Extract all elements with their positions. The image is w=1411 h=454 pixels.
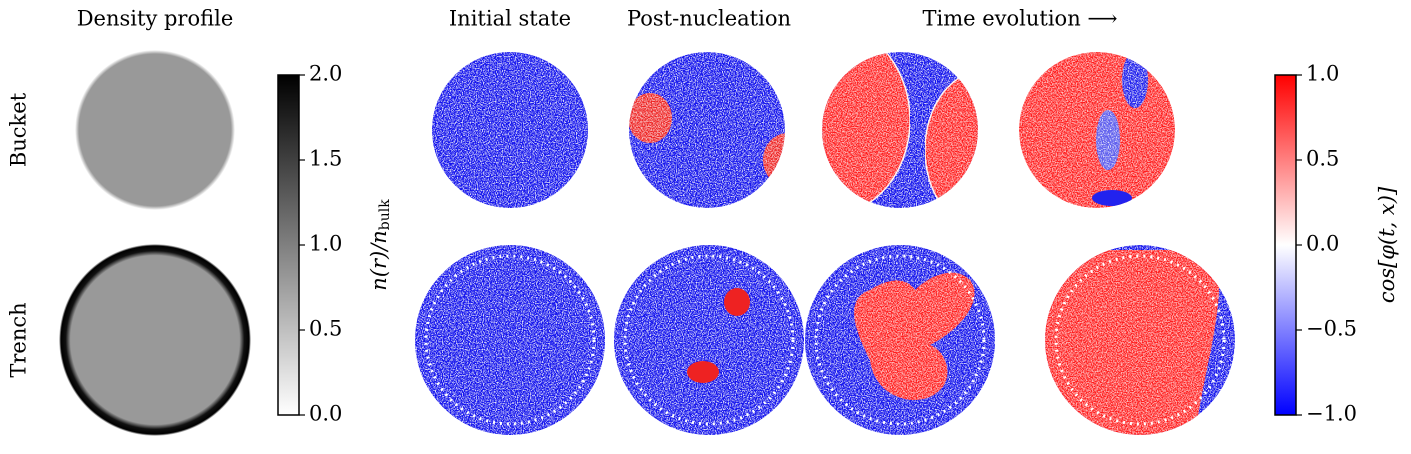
tick-label: −1.0	[1306, 402, 1357, 426]
phase-disc	[415, 245, 605, 435]
colorbar	[1274, 74, 1297, 416]
phase-disc	[822, 52, 978, 208]
column-title: Initial state	[449, 7, 571, 31]
tick-label: −0.5	[1306, 317, 1357, 341]
phase-images	[415, 52, 1235, 435]
titles: Density profile Initial state Post-nucle…	[7, 7, 1118, 378]
tick-label: 1.5	[309, 147, 342, 171]
phase-disc	[1045, 245, 1235, 435]
phase-blob	[724, 288, 750, 316]
tick-label: 0.0	[309, 402, 342, 426]
phase-disc	[614, 245, 804, 435]
phase-blob	[854, 272, 975, 400]
tick-label: 2.0	[309, 62, 342, 86]
column-title: Density profile	[77, 7, 234, 31]
phase-disc	[432, 52, 588, 208]
label-main: n(r)/n	[367, 230, 391, 291]
phase-blob	[687, 361, 719, 383]
colorbars: 0.0 0.5 1.0 1.5 2.0 n(r)/nbulk −1.0 −0.5 0.0 0.5 1…	[277, 62, 1399, 426]
column-title: Post-nucleation	[627, 7, 791, 31]
tick-label: 1.0	[309, 232, 342, 256]
label-main: cos[φ(t, x)]	[1375, 186, 1399, 303]
phase-disc	[1019, 52, 1175, 208]
colorbar-label: n(r)/nbulk	[367, 199, 394, 291]
tick-label: 1.0	[1306, 62, 1339, 86]
density-images	[59, 50, 251, 436]
phase-disc	[629, 52, 785, 208]
tick-label: 0.5	[309, 317, 342, 341]
tick-label: 0.5	[1306, 147, 1339, 171]
row-label: Trench	[7, 302, 31, 377]
tick-label: 0.0	[1306, 232, 1339, 256]
trench-boundary	[424, 254, 1226, 426]
colorbar-label: cos[φ(t, x)]	[1375, 186, 1399, 303]
label-sub: bulk	[377, 199, 393, 230]
column-title: Time evolution ⟶	[922, 7, 1117, 31]
density-disc	[75, 50, 235, 210]
density-disc	[59, 244, 251, 436]
row-label: Bucket	[7, 92, 31, 167]
colorbar	[277, 74, 300, 416]
